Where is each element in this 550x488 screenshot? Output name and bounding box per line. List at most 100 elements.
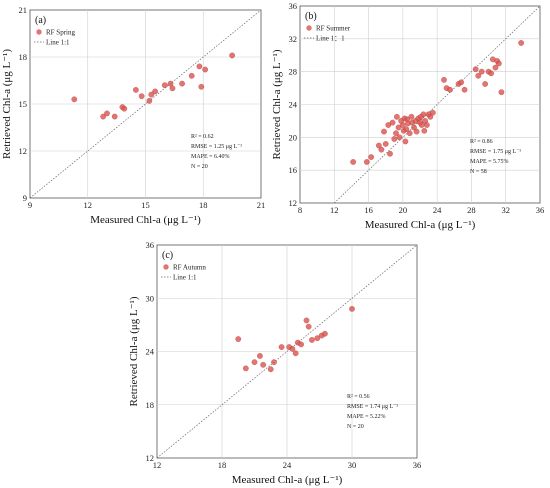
data-point [148, 91, 155, 98]
data-point [391, 136, 398, 142]
x-tick-label: 8 [298, 205, 302, 215]
data-point [309, 337, 315, 343]
x-tick-label: 32 [501, 205, 510, 215]
data-point [202, 66, 209, 73]
stat-r2: R² = 0.86 [470, 139, 493, 145]
data-point [378, 146, 385, 153]
data-point [518, 40, 524, 46]
data-point [488, 70, 494, 77]
data-point [169, 85, 176, 92]
data-point [229, 52, 235, 59]
data-point [403, 126, 410, 132]
x-tick-label: 18 [218, 460, 227, 470]
data-point [458, 79, 464, 86]
x-tick-label: 12 [330, 205, 339, 215]
data-point [381, 128, 387, 135]
data-point [350, 159, 356, 165]
stat-r2: R² = 0.56 [347, 394, 370, 400]
y-tick-label: 36 [289, 1, 298, 11]
data-point [402, 138, 409, 145]
data-point [496, 60, 502, 67]
data-point [413, 128, 420, 135]
data-point [146, 98, 153, 104]
data-point [475, 72, 482, 79]
stat-n: N = 20 [347, 424, 364, 430]
stat-rmse: RMSE = 1.25 μg L⁻¹ [191, 144, 242, 150]
data-point [382, 141, 389, 147]
data-point [461, 86, 468, 93]
data-point [430, 109, 436, 116]
data-point [298, 341, 304, 348]
x-tick-label: 12 [84, 200, 93, 210]
data-point [478, 68, 485, 75]
data-point [292, 350, 299, 357]
x-tick-label: 24 [433, 205, 442, 215]
legend-label: RF Autumn [173, 264, 206, 272]
x-tick-label: 21 [257, 200, 266, 210]
data-point [400, 122, 406, 128]
stat-mape: MAPE = 5.22% [347, 414, 386, 420]
data-point [393, 130, 399, 137]
data-point [278, 344, 285, 350]
data-point [411, 124, 417, 131]
x-axis-label: Measured Chl-a (μg L⁻¹) [90, 214, 201, 226]
y-tick-label: 12 [146, 453, 155, 463]
chart-panel-3: 12 18 24 30 36 12 18 24 30 36 (c)RF Autumn Line 1:1… [128, 240, 421, 486]
data-point [152, 88, 158, 95]
data-point [242, 365, 249, 372]
data-point [121, 105, 128, 112]
data-point [376, 142, 382, 149]
data-point [104, 110, 110, 117]
data-point [260, 361, 267, 368]
data-point [482, 81, 488, 87]
stat-rmse: RMSE = 1.75 μg L⁻¹ [470, 149, 521, 155]
legend-line-label: Line 1:1 [173, 274, 197, 282]
data-point [289, 345, 296, 352]
legend-line-label: Line 1:1 [46, 39, 70, 47]
data-point [267, 366, 274, 373]
legend-line-label: Line 1：1 [316, 35, 345, 43]
x-tick-label: 24 [283, 460, 292, 470]
data-point [406, 130, 413, 137]
data-point [427, 113, 434, 120]
x-tick-label: 9 [28, 200, 32, 210]
x-tick-label: 12 [153, 460, 162, 470]
data-point [349, 306, 355, 312]
stat-mape: MAPE = 6.40% [191, 154, 230, 160]
panel-label: (b) [305, 11, 317, 22]
data-point [421, 127, 428, 134]
data-point [71, 96, 78, 103]
y-tick-label: 30 [146, 293, 155, 303]
data-point [395, 124, 402, 131]
y-axis-label: Retrieved Chl-a (μg L⁻¹) [1, 49, 13, 159]
data-point [396, 134, 403, 141]
stat-n: N = 20 [191, 164, 208, 170]
y-tick-label: 12 [19, 146, 28, 156]
y-tick-label: 18 [19, 52, 28, 62]
data-point [271, 359, 277, 365]
identity-line [156, 244, 418, 459]
data-point [198, 83, 205, 90]
y-axis-label: Retrieved Chl-a (μg L⁻¹) [271, 49, 283, 159]
data-point [133, 87, 139, 93]
y-tick-label: 24 [289, 100, 298, 110]
legend-marker [163, 264, 169, 270]
data-point [251, 359, 258, 365]
x-tick-label: 36 [413, 460, 422, 470]
data-point [305, 323, 312, 330]
data-point [368, 154, 374, 160]
stat-mape: MAPE = 5.75% [470, 159, 509, 165]
legend-label: RF Spring [46, 29, 75, 37]
data-point [138, 93, 145, 100]
data-point [394, 113, 400, 120]
data-point [179, 80, 185, 87]
chart-panel-1: 9 12 15 18 21 9 12 15 18 21 (a)RF Spring Line 1:1 R²… [1, 5, 265, 226]
y-axis-label: Retrieved Chl-a (μg L⁻¹) [128, 296, 140, 406]
data-point [441, 77, 447, 83]
y-tick-label: 28 [289, 67, 298, 77]
data-point [111, 113, 118, 120]
data-point [472, 66, 479, 73]
panel-label: (c) [162, 250, 173, 261]
data-point [385, 122, 392, 128]
